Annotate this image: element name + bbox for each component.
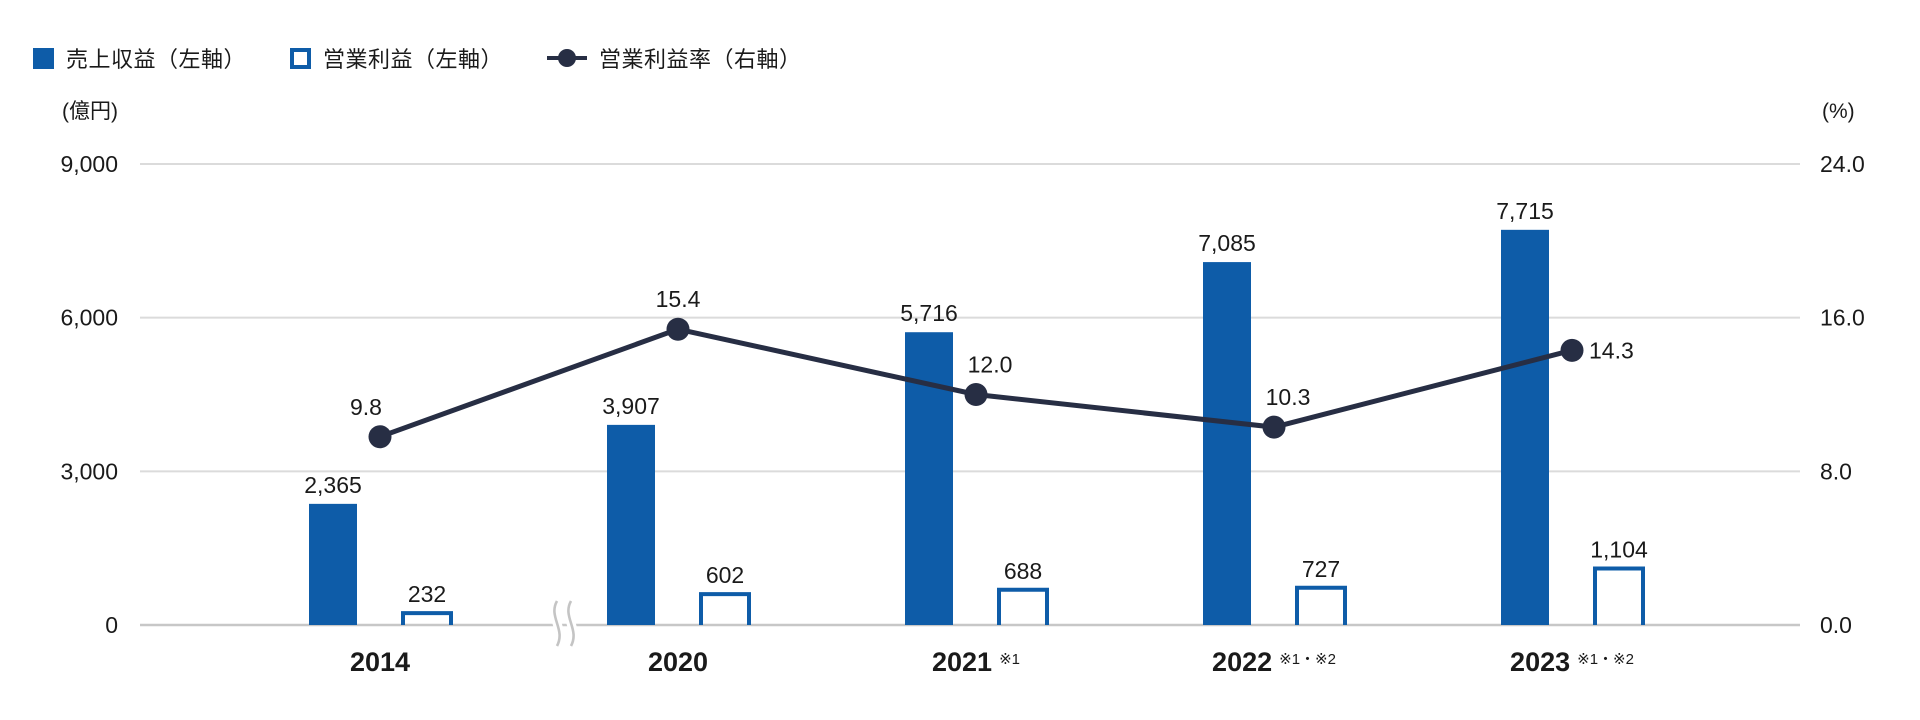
x-axis-category-label: 2023 ※1・※2: [1510, 647, 1634, 677]
right-axis-tick-label: 8.0: [1820, 458, 1852, 484]
x-axis-category-label: 2014: [350, 647, 410, 677]
profit-bar: [699, 592, 751, 625]
margin-value-label: 14.3: [1589, 337, 1634, 363]
margin-dot: [1560, 338, 1584, 362]
revenue-value-label: 5,716: [900, 300, 958, 326]
profit-value-label: 688: [1004, 558, 1042, 584]
category-footnote: ※1: [999, 651, 1020, 668]
profit-value-label: 1,104: [1590, 536, 1648, 562]
revenue-value-label: 3,907: [602, 393, 660, 419]
legend-item-profit: 営業利益（左軸）: [290, 42, 503, 74]
margin-dot: [368, 425, 392, 449]
margin-value-label: 15.4: [656, 286, 701, 312]
profit-value-label: 727: [1302, 556, 1340, 582]
axis-break-icon: [567, 600, 575, 647]
right-axis-tick-label: 24.0: [1820, 151, 1865, 177]
left-axis-tick-label: 3,000: [60, 458, 118, 484]
left-axis-tick-label: 9,000: [60, 151, 118, 177]
revenue-bar: [309, 503, 357, 625]
revenue-bar: [1501, 229, 1549, 625]
legend-marker-profit-icon: [290, 47, 312, 69]
left-axis-tick-label: 6,000: [60, 305, 118, 331]
right-axis-tick-label: 0.0: [1820, 612, 1852, 638]
margin-value-label: 10.3: [1266, 384, 1311, 410]
profit-bar: [1295, 585, 1347, 625]
chart-legend: 売上収益（左軸） 営業利益（左軸） 営業利益率（右軸）: [33, 42, 802, 74]
revenue-value-label: 7,715: [1496, 198, 1554, 224]
x-axis-category-label: 2020: [648, 647, 708, 677]
margin-line: [379, 326, 1573, 440]
margin-value-label: 9.8: [350, 394, 382, 420]
axis-break-icon: [553, 600, 561, 647]
right-axis-tick-label: 16.0: [1820, 305, 1865, 331]
profit-value-label: 602: [706, 562, 744, 588]
legend-label-margin: 営業利益率（右軸）: [599, 47, 802, 72]
revenue-bar: [905, 332, 953, 625]
category-footnote: ※1・※2: [1577, 651, 1634, 668]
legend-label-revenue: 売上収益（左軸）: [66, 47, 247, 72]
margin-dot: [666, 317, 690, 341]
legend-label-profit: 営業利益（左軸）: [323, 47, 504, 72]
margin-dot: [1262, 415, 1286, 439]
profit-bar: [401, 611, 453, 625]
category-footnote: ※1・※2: [1279, 651, 1336, 668]
profit-value-label: 232: [408, 581, 446, 607]
x-axis-category-label: 2022 ※1・※2: [1212, 647, 1336, 677]
legend-item-revenue: 売上収益（左軸）: [33, 42, 246, 74]
margin-dot: [964, 383, 988, 406]
profit-bar: [1593, 566, 1645, 625]
legend-marker-margin-icon: [547, 47, 588, 69]
legend-marker-revenue-icon: [33, 47, 54, 69]
revenue-value-label: 2,365: [304, 472, 362, 498]
revenue-bar: [607, 424, 655, 625]
profit-bar: [997, 587, 1049, 625]
left-axis-unit-label: (億円): [62, 100, 118, 123]
revenue-value-label: 7,085: [1198, 230, 1256, 256]
legend-item-margin: 営業利益率（右軸）: [547, 42, 802, 74]
revenue-bar: [1203, 262, 1251, 625]
right-axis-unit-label: (%): [1822, 100, 1855, 123]
margin-value-label: 12.0: [968, 352, 1013, 378]
left-axis-tick-label: 0: [105, 612, 118, 638]
x-axis-category-label: 2021 ※1: [932, 647, 1020, 677]
